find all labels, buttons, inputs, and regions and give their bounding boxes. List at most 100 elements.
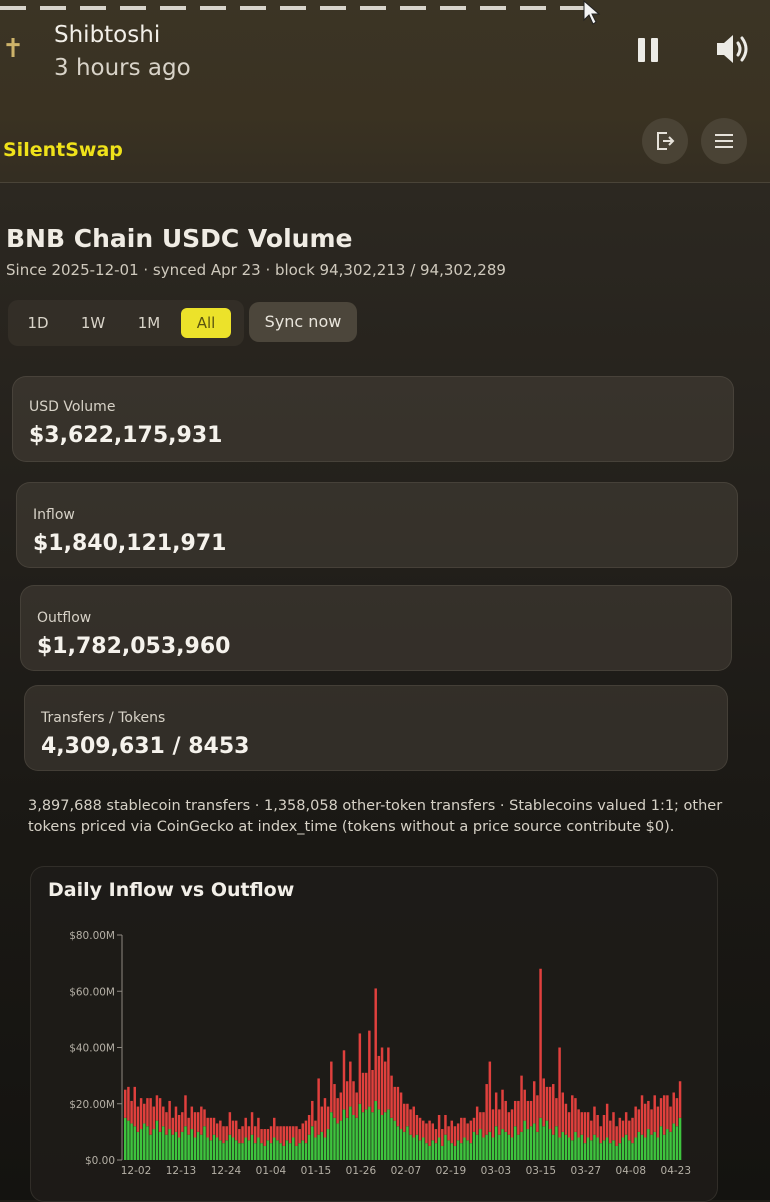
pause-icon[interactable]	[638, 38, 660, 62]
outflow-bar	[640, 1095, 644, 1135]
outflow-bar	[612, 1112, 615, 1141]
inflow-bar	[491, 1137, 495, 1160]
inflow-bar	[323, 1137, 327, 1160]
outflow-bar	[177, 1115, 181, 1138]
inflow-bar	[244, 1137, 247, 1160]
outflow-bar	[447, 1126, 450, 1141]
inflow-bar	[219, 1140, 222, 1160]
inflow-bar	[165, 1134, 168, 1160]
outflow-bar	[279, 1126, 282, 1144]
inflow-bar	[469, 1143, 473, 1160]
inflow-bar	[269, 1143, 273, 1160]
outflow-bar	[149, 1098, 152, 1135]
outflow-bar	[602, 1115, 606, 1141]
inflow-bar	[653, 1131, 656, 1160]
inflow-bar	[257, 1137, 260, 1160]
inflow-bar	[263, 1145, 266, 1160]
inflow-bar	[225, 1140, 228, 1160]
inflow-bar	[428, 1145, 431, 1160]
outflow-bar	[624, 1112, 628, 1135]
inflow-bar	[390, 1117, 393, 1160]
outflow-bar	[615, 1126, 618, 1146]
post-username[interactable]: Shibtoshi	[54, 22, 161, 48]
outflow-bar	[422, 1120, 425, 1138]
outflow-bar	[590, 1120, 593, 1141]
outflow-bar	[523, 1089, 526, 1121]
menu-button[interactable]	[701, 118, 747, 164]
inflow-bar	[590, 1140, 593, 1160]
outflow-bar	[637, 1109, 641, 1132]
outflow-bar	[621, 1120, 625, 1138]
inflow-bar	[396, 1126, 400, 1160]
inflow-bar	[250, 1134, 254, 1160]
inflow-bar	[596, 1137, 599, 1160]
outflow-bar	[571, 1095, 574, 1141]
range-1w-button[interactable]: 1W	[80, 314, 106, 332]
outflow-bar	[266, 1129, 270, 1141]
outflow-bar	[403, 1103, 406, 1132]
inflow-bar	[485, 1134, 488, 1160]
outflow-bar	[675, 1098, 679, 1127]
range-1d-button[interactable]: 1D	[27, 314, 49, 332]
x-tick-label: 12-02	[121, 1165, 152, 1177]
outflow-bar	[567, 1112, 571, 1138]
avatar[interactable]: ✝	[2, 34, 24, 64]
inflow-bar	[479, 1129, 482, 1160]
outflow-bar	[656, 1106, 660, 1138]
speaker-icon[interactable]	[714, 32, 752, 66]
range-1m-button[interactable]: 1M	[137, 314, 161, 332]
inflow-bar	[628, 1140, 631, 1160]
stat-card-usd-volume: USD Volume $3,622,175,931	[12, 376, 734, 462]
stat-value: $1,782,053,960	[37, 634, 231, 659]
inflow-bar	[190, 1129, 194, 1160]
inflow-bar	[643, 1137, 647, 1160]
outflow-bar	[355, 1092, 358, 1118]
inflow-bar	[640, 1134, 644, 1160]
outflow-bar	[399, 1092, 403, 1130]
inflow-bar	[174, 1131, 178, 1160]
inflow-bar	[403, 1131, 406, 1160]
outflow-bar	[586, 1112, 590, 1138]
outflow-bar	[507, 1112, 511, 1135]
outflow-bar	[288, 1126, 292, 1144]
outflow-bar	[273, 1117, 276, 1138]
inflow-bar	[238, 1143, 241, 1160]
sync-now-button[interactable]: Sync now	[249, 302, 357, 342]
app-brand[interactable]: SilentSwap	[3, 139, 123, 161]
logout-button[interactable]	[642, 118, 688, 164]
inflow-bar	[349, 1106, 352, 1160]
inflow-bar	[301, 1140, 305, 1160]
outflow-bar	[431, 1123, 435, 1141]
outflow-bar	[361, 1072, 365, 1113]
inflow-bar	[666, 1129, 669, 1160]
inflow-bar	[177, 1137, 181, 1160]
inflow-bar	[552, 1134, 555, 1160]
outflow-bar	[231, 1120, 235, 1138]
outflow-bar	[390, 1075, 393, 1118]
outflow-bar	[345, 1081, 349, 1118]
y-tick-label: $80.00M	[69, 930, 115, 942]
inflow-bar	[605, 1137, 609, 1160]
logout-icon	[657, 132, 675, 150]
outflow-bar	[206, 1117, 209, 1138]
range-all-button[interactable]: All	[181, 308, 231, 338]
y-tick-label: $40.00M	[69, 1043, 115, 1055]
inflow-bar	[311, 1126, 314, 1160]
outflow-bar	[241, 1126, 244, 1144]
outflow-bar	[333, 1084, 336, 1118]
outflow-bar	[659, 1098, 663, 1127]
inflow-bar	[136, 1131, 140, 1160]
outflow-bar	[136, 1106, 140, 1132]
outflow-bar	[463, 1117, 466, 1138]
inflow-bar	[602, 1140, 606, 1160]
inflow-bar	[580, 1134, 584, 1160]
inflow-bar	[352, 1115, 355, 1160]
inflow-bar	[200, 1134, 203, 1160]
outflow-bar	[339, 1092, 343, 1121]
inflow-bar	[383, 1112, 387, 1160]
inflow-bar	[409, 1134, 412, 1160]
outflow-bar	[323, 1098, 327, 1138]
outflow-bar	[669, 1106, 672, 1132]
inflow-bar	[415, 1134, 419, 1160]
inflow-bar	[139, 1129, 143, 1160]
